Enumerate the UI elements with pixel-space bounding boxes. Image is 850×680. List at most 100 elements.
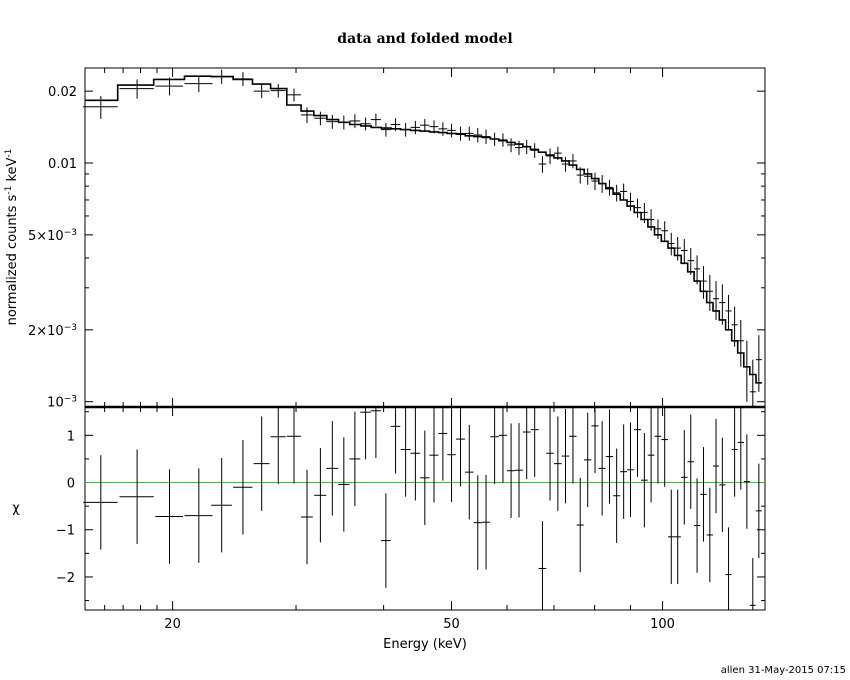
data-point (481, 129, 491, 145)
residual-point (553, 416, 562, 511)
residual-point (390, 407, 401, 474)
data-point (634, 198, 641, 218)
x-axis-label: Energy (keV) (383, 637, 467, 652)
data-points (82, 69, 762, 407)
data-point (515, 140, 523, 156)
data-point (184, 75, 213, 93)
data-point (749, 359, 756, 407)
residual-point (360, 407, 371, 460)
residual-point (561, 408, 570, 504)
data-point (155, 77, 184, 96)
data-point (464, 126, 474, 141)
residual-point (400, 407, 411, 497)
data-point (233, 72, 253, 87)
residual-point (301, 469, 313, 565)
residual-point (380, 493, 391, 588)
data-point (743, 340, 750, 402)
spectrum-y-ticks: 0.02 0.01 5×10−3 2×10−3 10−3 (28, 85, 765, 411)
residual-point (338, 437, 350, 532)
data-point (380, 123, 391, 137)
residual-point (640, 432, 648, 528)
data-point (498, 133, 508, 147)
residual-point (634, 407, 641, 477)
residual-point (498, 407, 508, 483)
data-point (731, 306, 738, 347)
data-point (211, 69, 232, 85)
residual-point (620, 424, 628, 519)
residual-ticks: 20 50 100 −2 −1 0 1 (56, 68, 765, 632)
data-point (737, 319, 744, 367)
residual-point (515, 423, 523, 518)
data-point (370, 113, 381, 126)
y-tick-label: 10−3 (47, 395, 77, 411)
data-point (613, 184, 621, 202)
data-point (700, 266, 707, 299)
residual-point (481, 474, 491, 570)
data-point (591, 172, 599, 191)
data-point (583, 168, 592, 185)
data-point (456, 126, 465, 141)
data-point (712, 281, 720, 320)
data-point (338, 115, 350, 130)
residual-point (270, 407, 286, 484)
residual-point (211, 457, 232, 553)
residual-point (473, 475, 482, 570)
residual-points (82, 407, 762, 610)
data-point (253, 84, 270, 99)
x-tick-label: 20 (164, 617, 181, 632)
data-point (553, 146, 562, 160)
data-point (390, 118, 401, 132)
residual-point (314, 448, 327, 543)
data-point (447, 123, 456, 138)
data-point (546, 148, 554, 165)
residual-point (456, 407, 465, 487)
residual-point (719, 437, 726, 533)
residual-point (253, 416, 270, 511)
residual-point (119, 449, 154, 544)
residual-point (576, 477, 584, 573)
y-tick-label: 1 (67, 429, 75, 444)
data-point (647, 209, 655, 231)
residual-point (700, 447, 707, 542)
data-point (507, 138, 516, 153)
data-point (667, 232, 675, 256)
residual-point (681, 430, 688, 525)
residual-point (429, 407, 439, 503)
data-point (420, 118, 430, 132)
residual-point (507, 423, 516, 518)
data-point (706, 274, 713, 311)
residual-point (538, 521, 547, 610)
residual-point (731, 407, 738, 497)
residual-point (410, 407, 421, 501)
residual-point (755, 463, 762, 559)
data-point (661, 221, 668, 242)
residual-point (349, 411, 361, 507)
data-point (620, 183, 628, 200)
residual-point (569, 407, 577, 484)
residual-point (687, 414, 694, 509)
residual-point (591, 407, 599, 474)
data-point (561, 156, 570, 172)
residual-point (522, 407, 531, 480)
data-point (530, 143, 539, 158)
y-tick-label: 0.01 (48, 157, 77, 172)
residual-point (447, 407, 456, 502)
residual-point (647, 407, 655, 503)
y-tick-label: 0.02 (48, 85, 77, 100)
y-tick-label: 5×10−3 (28, 228, 77, 244)
data-point (640, 202, 648, 224)
residual-point (613, 448, 621, 543)
residual-point (546, 407, 554, 501)
residual-point (326, 421, 339, 516)
data-point (605, 179, 614, 196)
data-point (400, 123, 411, 137)
data-point (473, 128, 482, 143)
data-point (326, 114, 339, 129)
data-point (725, 294, 732, 330)
data-point (490, 132, 499, 146)
residual-point (583, 412, 592, 508)
data-point (755, 335, 762, 392)
residual-point (370, 407, 381, 458)
data-point (82, 95, 118, 119)
